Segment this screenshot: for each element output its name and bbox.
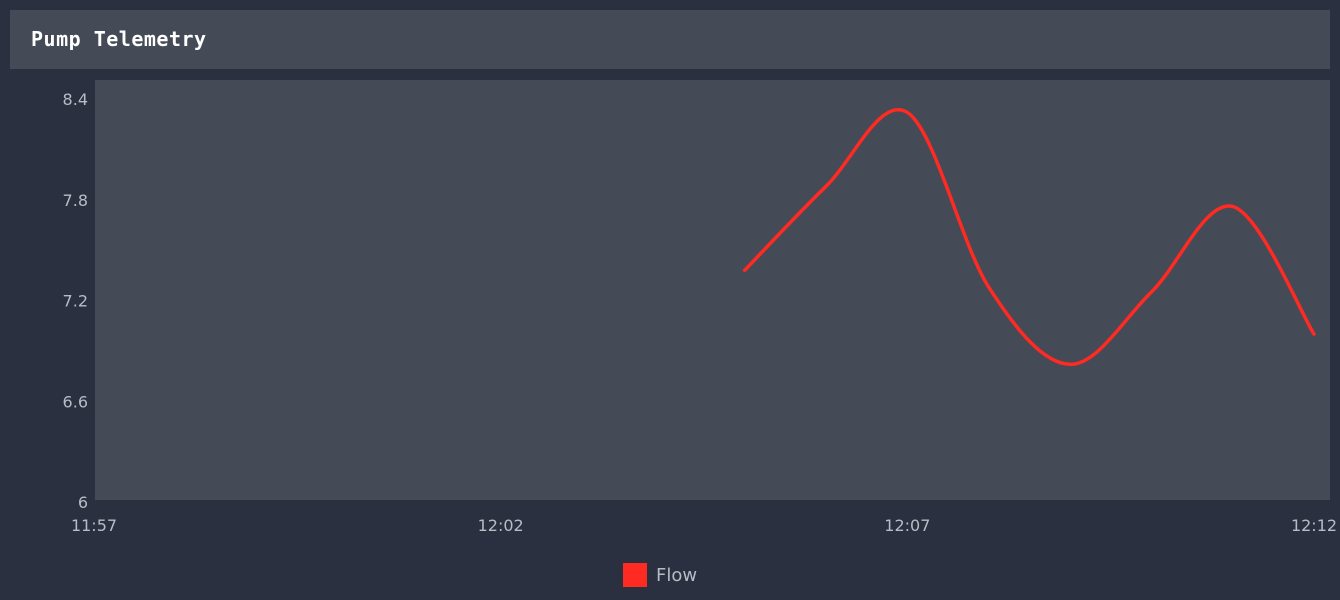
y-tick-label: 7.2 [63,292,88,311]
y-tick-label: 7.8 [63,191,88,210]
x-tick-label: 12:02 [478,516,524,535]
x-tick-label: 12:07 [884,516,930,535]
legend-swatch-flow [623,563,647,587]
y-tick-label: 6 [78,493,88,512]
panel-title: Pump Telemetry [31,27,207,51]
y-axis-ticks: 8.4 7.8 7.2 6.6 6 [63,90,88,512]
legend-label-flow: Flow [656,564,698,586]
x-tick-label: 11:57 [71,516,117,535]
y-tick-label: 6.6 [63,392,88,411]
plot-area [95,80,1330,500]
x-tick-label: 12:12 [1291,516,1337,535]
panel-header: Pump Telemetry [10,10,1330,69]
series-layer [742,108,1316,367]
series-line-flow [742,108,1316,367]
y-tick-label: 8.4 [63,90,88,109]
legend[interactable]: Flow [623,563,697,587]
x-axis-ticks: 11:57 12:02 12:07 12:12 [71,516,1337,535]
